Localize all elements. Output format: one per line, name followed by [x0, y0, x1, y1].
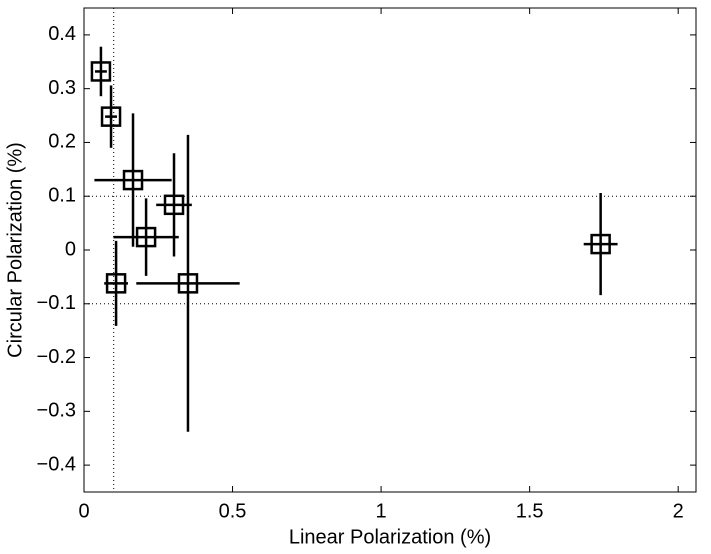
marker	[122, 169, 144, 191]
y-tick-label: 0.4	[48, 23, 76, 45]
marker	[100, 106, 122, 127]
marker	[135, 226, 157, 248]
marker	[105, 273, 127, 294]
y-tick-label: 0.1	[48, 185, 76, 207]
y-tick-label: −0.2	[37, 346, 76, 368]
x-tick-label: 1.5	[516, 500, 544, 522]
marker	[163, 194, 185, 216]
y-tick-label: 0.2	[48, 131, 76, 153]
y-axis-label: Circular Polarization (%)	[4, 142, 26, 358]
y-tick-label: −0.1	[37, 292, 76, 314]
x-tick-label: 2	[673, 500, 684, 522]
x-tick-label: 1	[376, 500, 387, 522]
x-tick-label: 0.5	[219, 500, 247, 522]
y-tick-label: −0.4	[37, 453, 76, 475]
x-axis-label: Linear Polarization (%)	[289, 526, 491, 548]
x-tick-label: 0	[78, 500, 89, 522]
plot-frame	[83, 7, 697, 493]
y-tick-label: 0.3	[48, 77, 76, 99]
y-tick-label: −0.3	[37, 400, 76, 422]
marker	[590, 233, 611, 255]
y-tick-label: 0	[65, 238, 76, 260]
marker	[90, 61, 112, 82]
marker	[177, 273, 199, 294]
